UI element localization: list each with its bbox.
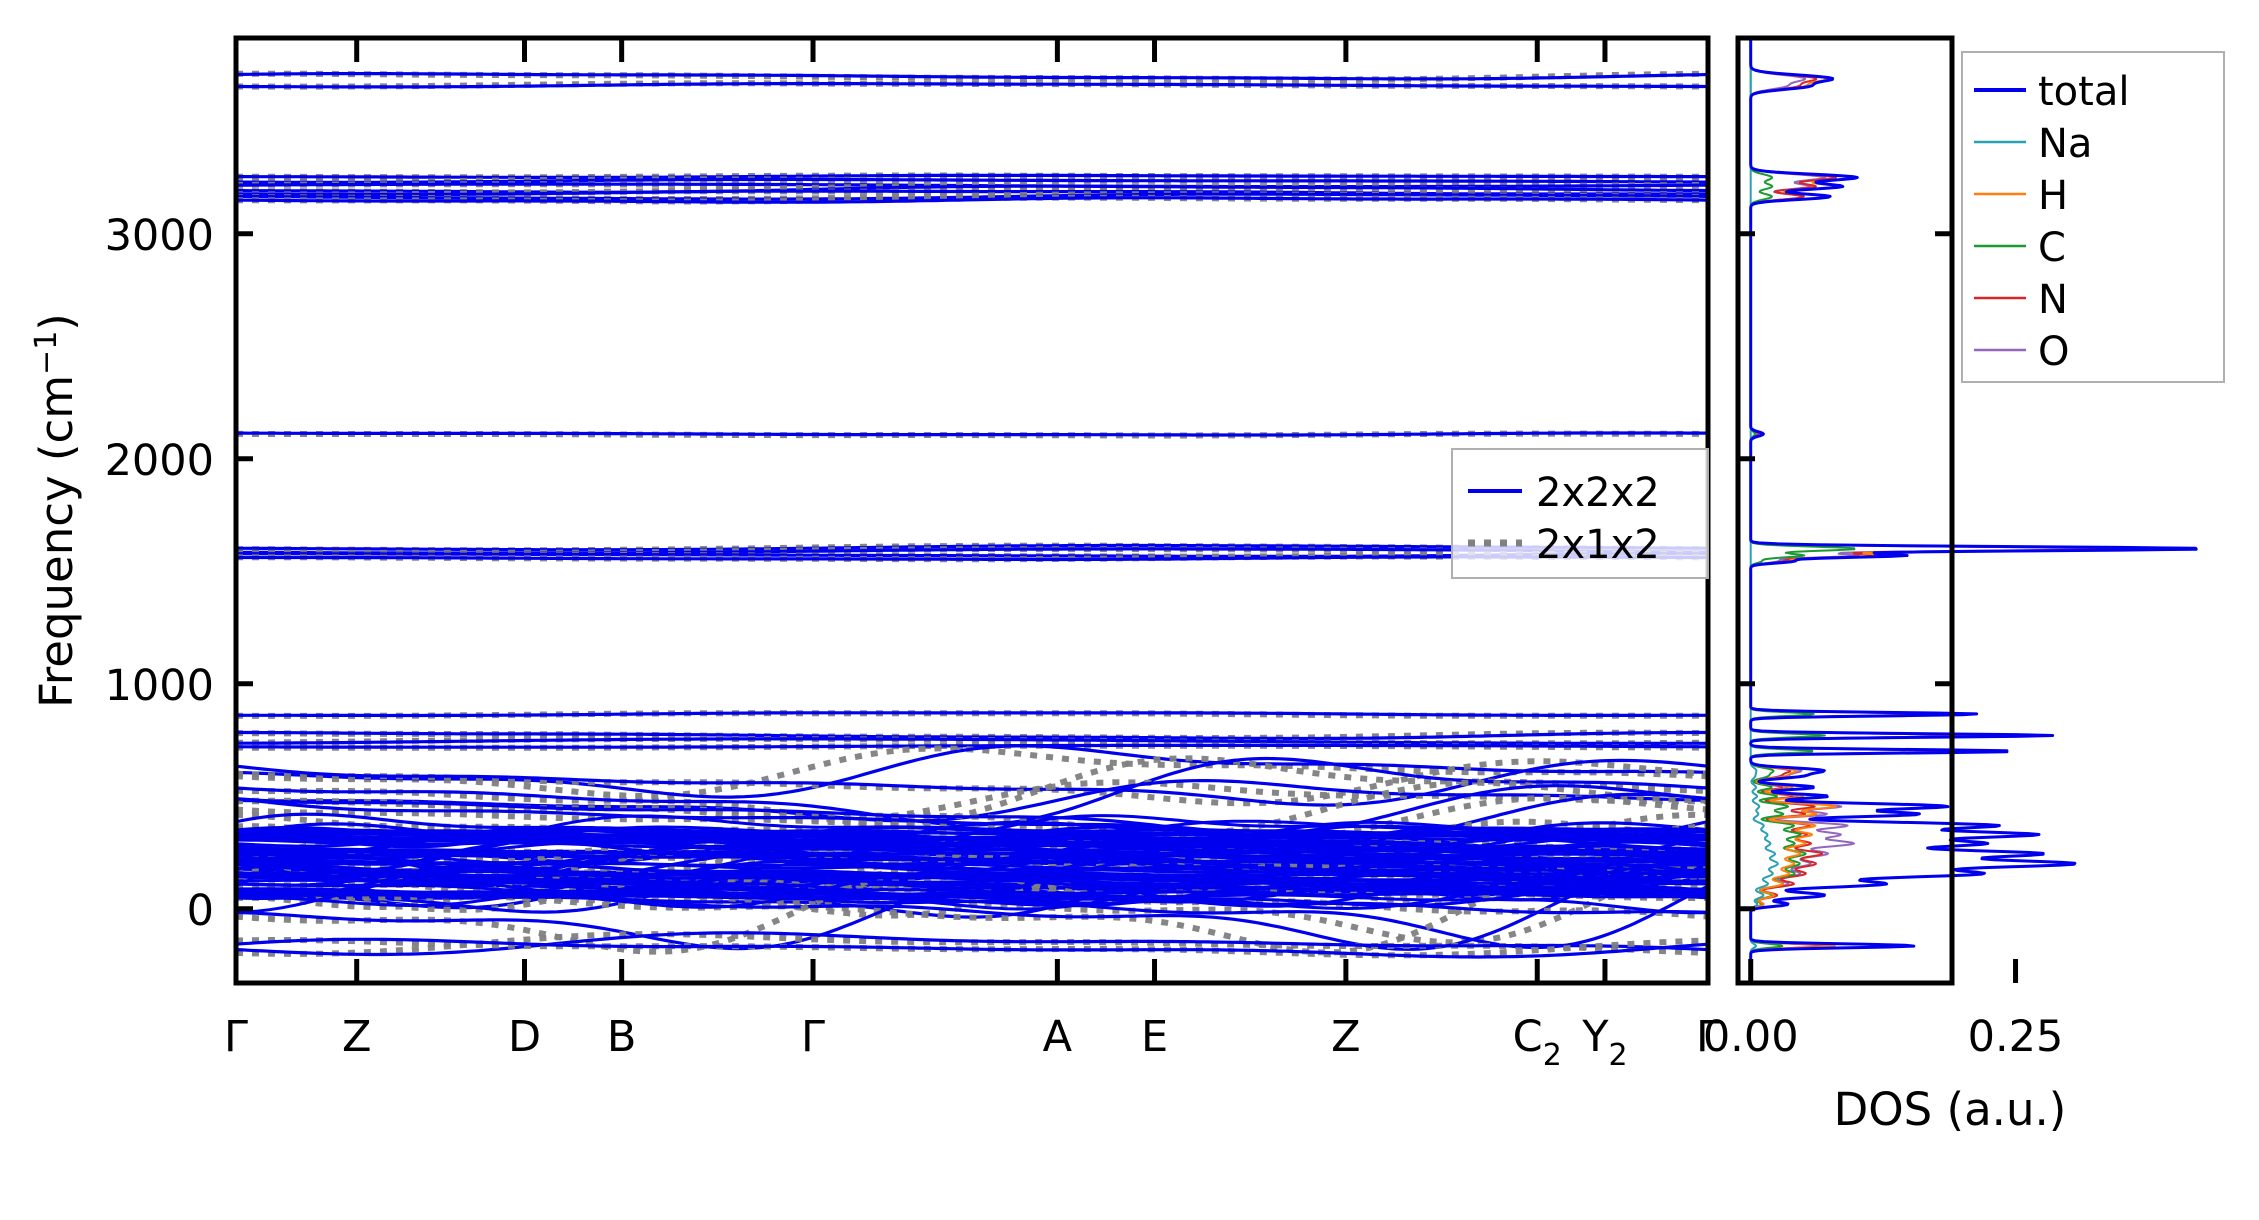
band-line-2x2x2 <box>236 743 1708 749</box>
x-tick-label: Γ <box>1696 1012 1720 1062</box>
band-line-2x2x2 <box>236 431 1708 437</box>
dos-x-axis-label: DOS (a.u.) <box>1834 1083 2067 1136</box>
x-tick-label: Γ <box>801 1012 825 1062</box>
x-tick-label: Γ <box>224 1012 248 1062</box>
band-legend-label: 2x1x2 <box>1536 522 1660 568</box>
y-tick-label: 2000 <box>105 436 214 486</box>
band-line-2x2x2 <box>236 824 1708 857</box>
y-axis-label: Frequency (cm−1) <box>29 313 83 708</box>
band-line-2x2x2 <box>236 825 1708 846</box>
band-line-2x2x2 <box>236 849 1708 888</box>
x-tick-label: Z <box>1331 1012 1360 1062</box>
x-tick-label: D <box>508 1012 541 1062</box>
band-line-2x2x2 <box>236 711 1708 718</box>
band-line-2x2x2 <box>236 784 1708 836</box>
band-line-2x2x2 <box>236 875 1708 915</box>
band-line-2x2x2 <box>236 840 1708 865</box>
dos-x-tick-label: 0.00 <box>1703 1012 1799 1062</box>
band-legend-box <box>1451 448 1709 579</box>
band-line-2x2x2 <box>236 931 1708 957</box>
dos-legend-label: total <box>2038 69 2129 115</box>
dos-legend-label: C <box>2038 225 2066 271</box>
dos-curves <box>1749 38 2198 983</box>
band-line-2x2x2 <box>236 864 1708 887</box>
y-tick-label: 3000 <box>105 211 214 261</box>
band-line-2x2x2 <box>236 885 1708 908</box>
x-tick-label: A <box>1043 1012 1073 1062</box>
dos-legend-label: Na <box>2038 121 2092 167</box>
y-tick-label: 1000 <box>105 661 214 711</box>
dos-curve-total <box>1749 38 2198 983</box>
band-line-2x2x2 <box>236 173 1708 179</box>
band-line-2x2x2 <box>236 82 1708 89</box>
dos-curve-Na <box>1749 38 1779 983</box>
band-line-2x2x2 <box>236 850 1708 887</box>
x-tick-label: Y2 <box>1581 1012 1627 1073</box>
dos-legend-box <box>1961 51 2225 383</box>
band-line-2x2x2 <box>236 840 1708 865</box>
band-legend: 2x2x2 2x1x2 <box>1451 448 1709 579</box>
band-panel <box>236 70 1708 959</box>
band-line-2x2x2 <box>236 737 1708 745</box>
dos-legend-label: N <box>2038 277 2068 323</box>
band-line-2x2x2 <box>236 869 1708 895</box>
band-line-2x1x2 <box>236 858 1708 956</box>
x-tick-label: Z <box>342 1012 371 1062</box>
dos-axes-frame <box>1735 35 1955 986</box>
band-line-2x2x2 <box>236 840 1708 880</box>
x-tick-label: E <box>1141 1012 1168 1062</box>
band-line-2x2x2 <box>236 861 1708 887</box>
x-tick-label: B <box>607 1012 637 1062</box>
band-line-2x2x2 <box>236 820 1708 848</box>
band-line-2x2x2 <box>236 864 1708 900</box>
x-tick-label: C2 <box>1513 1012 1562 1073</box>
dos-axes: 0.00 0.25 DOS (a.u.) <box>1703 35 2067 1136</box>
band-legend-label: 2x2x2 <box>1536 470 1660 516</box>
dos-x-tick-label: 0.25 <box>1968 1012 2064 1062</box>
band-line-2x2x2 <box>236 72 1708 81</box>
y-tick-label: 0 <box>187 886 214 936</box>
band-line-2x2x2 <box>236 196 1708 204</box>
band-line-2x2x2 <box>236 937 1708 959</box>
dos-legend-label: H <box>2038 173 2068 219</box>
dos-legend-label: O <box>2038 329 2069 375</box>
